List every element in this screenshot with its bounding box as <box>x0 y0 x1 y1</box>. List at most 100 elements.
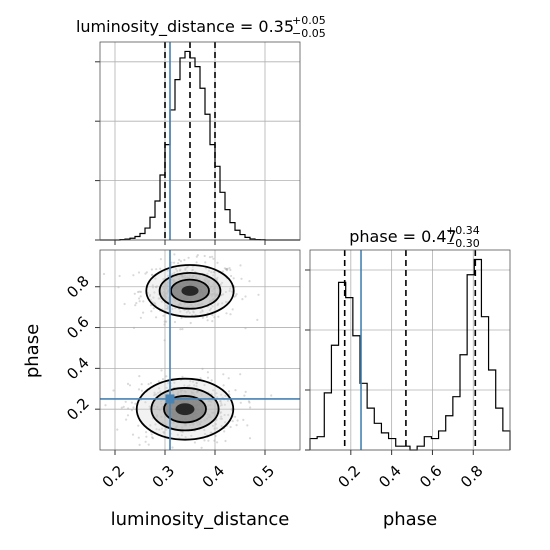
joint-point-0-478 <box>220 294 223 297</box>
joint-point-0-258 <box>171 273 174 276</box>
joint-point-1-280 <box>231 420 234 423</box>
joint-point-0-78 <box>175 267 178 271</box>
joint-point-0-484 <box>221 270 225 273</box>
joint-point-0-25 <box>179 260 182 263</box>
joint-point-0-5 <box>138 297 141 300</box>
joint-point-0-18 <box>181 328 184 331</box>
joint-point-1-259 <box>201 367 204 370</box>
joint-point-1-277 <box>226 399 229 402</box>
joint-point-0-106 <box>142 311 145 314</box>
joint-point-1-2 <box>138 443 141 446</box>
joint-point-0-39 <box>224 300 228 304</box>
joint-point-0-55 <box>226 267 229 270</box>
joint-xtick-label-2: 0.4 <box>199 462 229 492</box>
panel-phase-hist: phase = 0.47 +0.34 −0.30 <box>349 224 479 250</box>
joint-point-1-306 <box>180 434 183 437</box>
joint-point-1-41 <box>160 369 163 372</box>
joint-point-0-479 <box>185 311 188 314</box>
joint-point-0-242 <box>209 307 213 310</box>
joint-point-0-79 <box>241 298 244 301</box>
joint-point-0-436 <box>196 254 199 257</box>
joint-point-1-403 <box>184 436 187 439</box>
joint-point-1-108 <box>137 388 141 391</box>
joint-ytick-label-2: 0.6 <box>63 313 93 343</box>
joint-point-0-191 <box>155 286 158 289</box>
joint-point-1-323 <box>165 386 168 389</box>
joint-point-1-59 <box>151 437 155 440</box>
joint-point-1-30 <box>207 439 210 442</box>
joint-point-0-237 <box>239 264 242 267</box>
joint-point-1-26 <box>195 381 198 385</box>
phase-title-main: phase = 0.47 <box>349 227 456 246</box>
joint-point-1-189 <box>220 404 223 407</box>
joint-point-0-322 <box>195 261 198 264</box>
joint-point-1-64 <box>140 383 143 386</box>
joint-point-1-51 <box>160 427 164 430</box>
joint-point-0-38 <box>159 267 162 270</box>
joint-point-1-328 <box>214 423 218 426</box>
joint-point-0-279 <box>145 271 148 274</box>
joint-point-1-60 <box>229 425 232 429</box>
joint-point-0-384 <box>228 267 231 270</box>
joint-point-0-1 <box>178 269 181 272</box>
joint-point-1-371 <box>157 380 160 383</box>
joint-point-0-66 <box>165 307 168 310</box>
joint-point-0-31 <box>148 295 151 298</box>
joint-point-0-451 <box>248 280 251 283</box>
joint-point-1-344 <box>124 400 127 403</box>
joint-point-0-194 <box>208 256 212 259</box>
joint-point-1-161 <box>215 392 218 395</box>
joint-point-1-287 <box>213 439 216 442</box>
joint-point-0-483 <box>192 310 195 313</box>
joint-point-0-296 <box>173 261 176 264</box>
joint-point-0-103 <box>160 300 163 303</box>
joint-point-0-482 <box>133 292 136 295</box>
joint-point-0-142 <box>167 305 170 308</box>
joint-point-0-285 <box>179 328 182 331</box>
joint-point-1-25 <box>214 434 217 438</box>
joint-point-0-461 <box>162 314 165 317</box>
phase-hist-xtick-label-1: 0.4 <box>375 462 405 492</box>
joint-point-0-363 <box>165 304 168 307</box>
joint-point-0-15 <box>216 276 219 279</box>
joint-point-1-174 <box>151 436 154 439</box>
joint-point-1-76 <box>239 373 242 376</box>
joint-point-1-40 <box>158 387 161 390</box>
joint-point-0-71 <box>216 304 219 307</box>
joint-point-1-293 <box>134 402 137 405</box>
joint-point-1-203 <box>165 428 168 431</box>
joint-point-1-257 <box>211 424 215 427</box>
phase-hist-xtick-label-0: 0.2 <box>334 462 364 492</box>
joint-point-1-321 <box>203 384 206 387</box>
joint-point-1-103 <box>126 414 130 417</box>
joint-point-0-161 <box>201 309 204 312</box>
joint-point-0-314 <box>244 327 247 330</box>
joint-point-0-53 <box>137 271 141 274</box>
joint-point-0-468 <box>216 261 219 264</box>
joint-point-0-272 <box>222 293 225 296</box>
joint-point-1-153 <box>145 435 148 438</box>
phase-hist-histogram <box>309 258 511 451</box>
joint-point-0-262 <box>163 339 166 342</box>
joint-point-1-22 <box>191 380 195 383</box>
joint-point-0-222 <box>230 274 233 278</box>
phase-hist-xtick-label-3: 0.8 <box>457 462 487 492</box>
joint-point-0-488 <box>142 300 145 303</box>
joint-point-0-43 <box>229 268 232 272</box>
joint-point-1-89 <box>223 403 226 406</box>
joint-point-0-62 <box>224 290 227 294</box>
joint-point-1-179 <box>181 375 184 378</box>
joint-point-0-186 <box>231 308 234 311</box>
joint-point-1-303 <box>203 432 207 436</box>
joint-point-0-115 <box>150 310 153 313</box>
joint-point-0-113 <box>235 293 238 296</box>
joint-point-1-226 <box>193 441 196 444</box>
joint-point-1-225 <box>144 440 147 443</box>
joint-point-0-287 <box>212 257 215 260</box>
joint-point-1-269 <box>220 425 223 428</box>
joint-point-0-263 <box>150 268 153 271</box>
joint-ytick-label-0: 0.2 <box>63 394 93 424</box>
joint-point-0-292 <box>184 268 187 271</box>
joint-point-1-362 <box>153 391 156 394</box>
joint-point-1-296 <box>138 375 141 378</box>
